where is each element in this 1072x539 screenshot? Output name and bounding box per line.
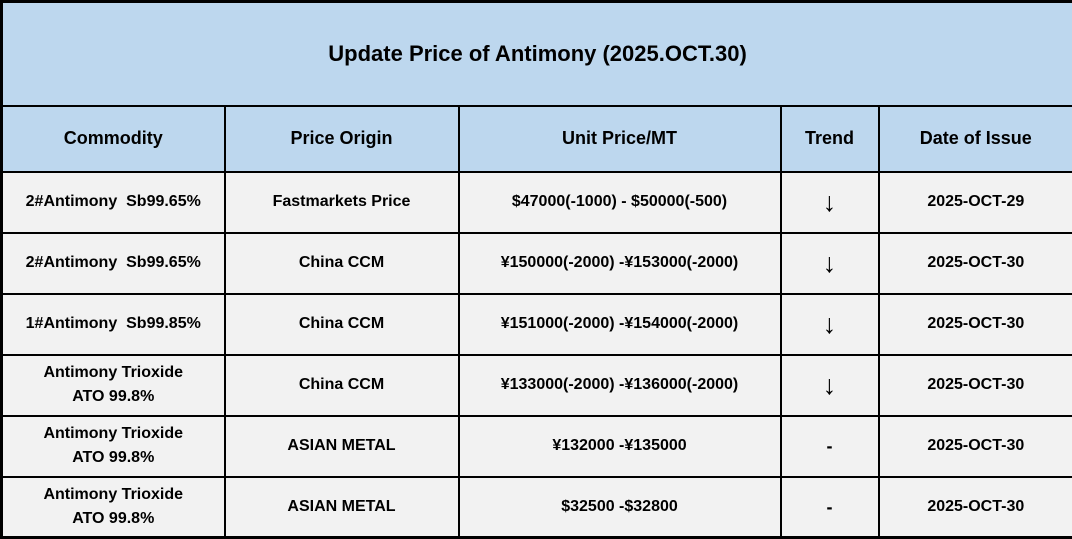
- column-header-commodity: Commodity: [0, 104, 226, 173]
- cell-commodity: Antimony Trioxide ATO 99.8%: [0, 414, 226, 478]
- table-row: 2#Antimony Sb99.65% Fastmarkets Price $4…: [0, 170, 1072, 234]
- trend-unchanged-dash: -: [779, 475, 880, 539]
- table-row: Antimony Trioxide ATO 99.8% ASIAN METAL …: [0, 414, 1072, 478]
- cell-unit-price: ¥133000(-2000) -¥136000(-2000): [457, 353, 782, 417]
- cell-unit-price: ¥150000(-2000) -¥153000(-2000): [457, 231, 782, 295]
- cell-commodity: 2#Antimony Sb99.65%: [0, 170, 226, 234]
- table-row: 2#Antimony Sb99.65% China CCM ¥150000(-2…: [0, 231, 1072, 295]
- trend-down-arrow-icon: ↓: [779, 170, 880, 234]
- cell-price-origin: China CCM: [223, 292, 460, 356]
- page-title: Update Price of Antimony (2025.OCT.30): [0, 0, 1072, 107]
- cell-commodity: Antimony Trioxide ATO 99.8%: [0, 475, 226, 539]
- column-header-unit-price: Unit Price/MT: [457, 104, 782, 173]
- table-row: Antimony Trioxide ATO 99.8% ASIAN METAL …: [0, 475, 1072, 539]
- cell-date-of-issue: 2025-OCT-30: [877, 353, 1072, 417]
- cell-price-origin: China CCM: [223, 353, 460, 417]
- cell-unit-price: $32500 -$32800: [457, 475, 782, 539]
- cell-price-origin: Fastmarkets Price: [223, 170, 460, 234]
- cell-commodity: Antimony Trioxide ATO 99.8%: [0, 353, 226, 417]
- table-row: 1#Antimony Sb99.85% China CCM ¥151000(-2…: [0, 292, 1072, 356]
- column-header-price-origin: Price Origin: [223, 104, 460, 173]
- cell-price-origin: ASIAN METAL: [223, 475, 460, 539]
- trend-down-arrow-icon: ↓: [779, 231, 880, 295]
- cell-commodity: 1#Antimony Sb99.85%: [0, 292, 226, 356]
- cell-date-of-issue: 2025-OCT-30: [877, 292, 1072, 356]
- cell-price-origin: ASIAN METAL: [223, 414, 460, 478]
- table-row: Antimony Trioxide ATO 99.8% China CCM ¥1…: [0, 353, 1072, 417]
- column-header-trend: Trend: [779, 104, 880, 173]
- cell-unit-price: ¥132000 -¥135000: [457, 414, 782, 478]
- column-header-row: Commodity Price Origin Unit Price/MT Tre…: [0, 104, 1072, 173]
- cell-commodity: 2#Antimony Sb99.65%: [0, 231, 226, 295]
- cell-date-of-issue: 2025-OCT-30: [877, 231, 1072, 295]
- cell-date-of-issue: 2025-OCT-29: [877, 170, 1072, 234]
- trend-unchanged-dash: -: [779, 414, 880, 478]
- trend-down-arrow-icon: ↓: [779, 353, 880, 417]
- cell-unit-price: ¥151000(-2000) -¥154000(-2000): [457, 292, 782, 356]
- cell-date-of-issue: 2025-OCT-30: [877, 475, 1072, 539]
- cell-price-origin: China CCM: [223, 231, 460, 295]
- column-header-date-of-issue: Date of Issue: [877, 104, 1072, 173]
- cell-date-of-issue: 2025-OCT-30: [877, 414, 1072, 478]
- trend-down-arrow-icon: ↓: [779, 292, 880, 356]
- cell-unit-price: $47000(-1000) - $50000(-500): [457, 170, 782, 234]
- title-row: Update Price of Antimony (2025.OCT.30): [0, 0, 1072, 107]
